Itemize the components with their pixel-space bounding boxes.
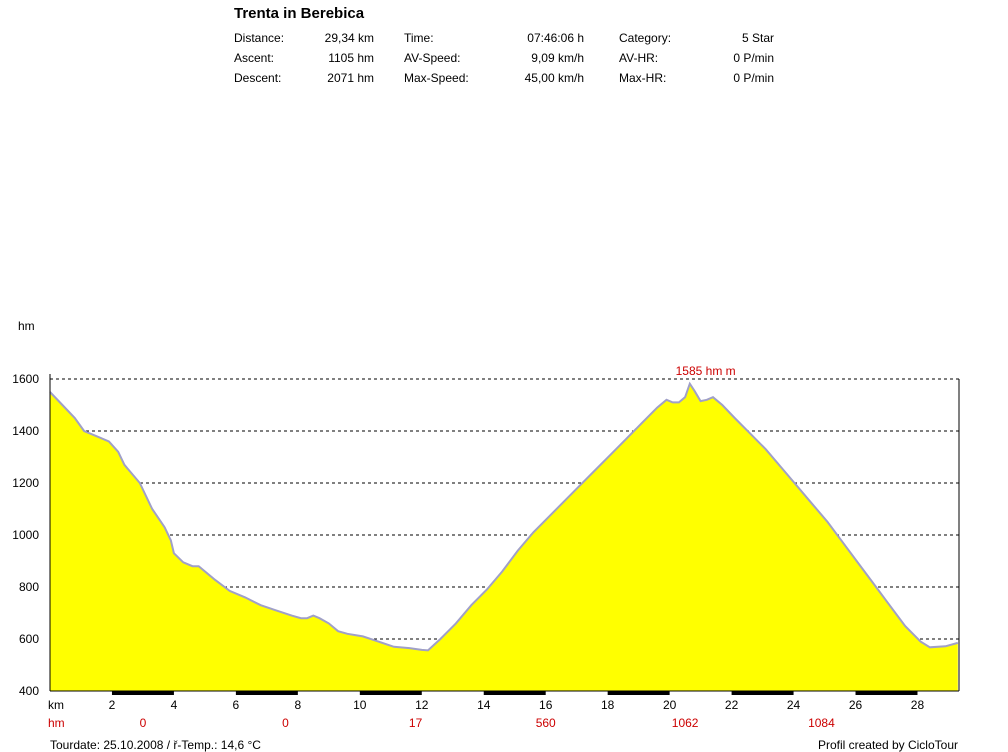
x-tick-label: 2 xyxy=(109,698,116,712)
credit-text: Profil created by CicloTour xyxy=(817,738,958,752)
stat-label-category: Category: xyxy=(619,31,672,45)
x-tick-label: 14 xyxy=(477,698,491,712)
y-tick-label: 800 xyxy=(19,580,39,594)
y-tick-label: 1600 xyxy=(12,372,39,386)
x-tick-label: 24 xyxy=(787,698,801,712)
distance-band xyxy=(359,691,422,695)
stat-label-ascent: Ascent: xyxy=(234,51,275,65)
stat-label-distance: Distance: xyxy=(234,31,285,45)
stat-value-av-hr: 0 P/min xyxy=(733,51,774,65)
stat-value-ascent: 1105 hm xyxy=(328,51,374,65)
y-tick-label: 1400 xyxy=(12,424,39,438)
x-tick-label: 12 xyxy=(415,698,429,712)
stat-value-distance: 29,34 km xyxy=(324,31,374,45)
distance-band xyxy=(483,691,546,695)
distance-band xyxy=(235,691,298,695)
stat-value-time: 07:46:06 h xyxy=(527,31,584,45)
stat-value-max-speed: 45,00 km/h xyxy=(524,71,584,85)
x-tick-label: 6 xyxy=(233,698,240,712)
stat-label-descent: Descent: xyxy=(234,71,282,85)
stat-label-av-speed: AV-Speed: xyxy=(404,51,461,65)
x-tick-label: 16 xyxy=(539,698,553,712)
hm-value-label: 1062 xyxy=(672,716,699,730)
x-tick-label: 20 xyxy=(663,698,677,712)
stat-label-time: Time: xyxy=(404,31,434,45)
hm-value-label: 0 xyxy=(282,716,289,730)
y-tick-label: 1000 xyxy=(12,528,39,542)
elevation-area xyxy=(50,383,958,691)
y-tick-label: 1200 xyxy=(12,476,39,490)
page-title: Trenta in Berebica xyxy=(234,5,365,22)
stat-label-max-hr: Max-HR: xyxy=(619,71,667,85)
hm-value-label: 0 xyxy=(140,716,147,730)
y-axis-label: hm xyxy=(18,319,35,333)
x-tick-label: 4 xyxy=(171,698,178,712)
x-tick-label: 18 xyxy=(601,698,615,712)
x-tick-label: 22 xyxy=(725,698,739,712)
distance-band xyxy=(111,691,174,695)
max-elevation-label: 1585 hm m xyxy=(676,364,736,378)
x-axis-label: km xyxy=(48,698,64,712)
hm-row-label: hm xyxy=(48,716,65,730)
elevation-line xyxy=(49,381,959,652)
hm-value-label: 17 xyxy=(409,716,423,730)
stat-value-descent: 2071 hm xyxy=(327,71,374,85)
distance-band xyxy=(607,691,670,695)
hm-row: 0 0 17 560 1062 1084 xyxy=(140,716,836,730)
x-tick-label: 28 xyxy=(911,698,925,712)
y-tick-label: 600 xyxy=(19,632,39,646)
stat-label-max-speed: Max-Speed: xyxy=(404,71,469,85)
x-tick-label: 8 xyxy=(295,698,302,712)
tourdate-text: Tourdate: 25.10.2008 / ř-Temp.: 14,6 °C xyxy=(50,738,261,752)
distance-band xyxy=(855,691,918,695)
stat-value-av-speed: 9,09 km/h xyxy=(531,51,584,65)
x-tick-label: 10 xyxy=(353,698,367,712)
stat-value-category: 5 Star xyxy=(741,31,774,45)
hm-value-label: 1084 xyxy=(808,716,835,730)
y-tick-label: 400 xyxy=(19,684,39,698)
hm-value-label: 560 xyxy=(536,716,556,730)
distance-band xyxy=(731,691,794,695)
x-tick-label: 26 xyxy=(849,698,863,712)
stat-label-av-hr: AV-HR: xyxy=(619,51,659,65)
stat-value-max-hr: 0 P/min xyxy=(733,71,774,85)
